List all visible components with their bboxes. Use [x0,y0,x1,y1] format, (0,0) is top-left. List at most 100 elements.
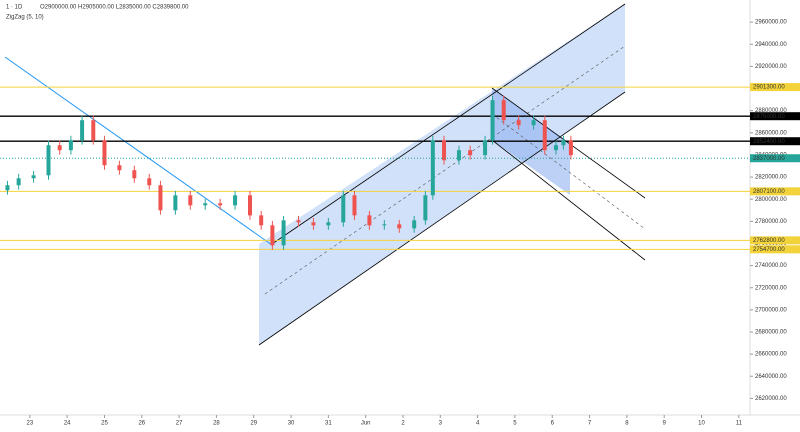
candle-body [46,145,51,176]
x-tick-label: 25 [101,421,108,427]
x-tick-label: 23 [27,421,34,427]
candle-body [553,145,558,151]
candle-body [430,140,435,196]
y-tick-label: 2920000.00 [755,64,787,70]
y-tick-label: 2720000.00 [755,285,787,291]
candle-body [311,222,316,226]
last-price-tag [750,154,800,163]
symbol-title: 1 · 1D [6,5,23,11]
channel-mid [491,113,646,230]
candle-body [490,100,495,141]
level-label: 2754700.00 [753,247,785,253]
level-tag [750,112,800,121]
candle-body [281,220,286,246]
y-tick-label: 2800000.00 [755,197,787,203]
candle-body [188,195,193,206]
x-tick-label: 27 [176,421,183,427]
level-tag [750,83,800,92]
level-label: 2901300.00 [753,85,785,91]
x-tick-label: 24 [64,421,71,427]
candle-body [5,185,10,191]
candle-body [102,140,107,166]
up-channel [259,4,625,345]
x-tick-label: 7 [588,421,592,427]
candle-body [501,100,506,121]
level-tag [750,137,800,146]
x-tick-label: 3 [439,421,443,427]
candle-body [367,215,372,226]
candle-body [233,195,238,206]
x-tick-label: 28 [213,421,220,427]
candle-body [80,120,85,141]
candle-body [248,195,252,216]
level-label: 2762800.00 [753,238,785,244]
candle-body [468,150,473,156]
candle-body [326,222,331,226]
candle-body [397,224,402,229]
candle-body [296,220,301,223]
candle-body [423,195,428,221]
y-tick-label: 2700000.00 [755,307,787,313]
x-tick-label: 26 [138,421,145,427]
x-tick-label: 4 [476,421,480,427]
candle-body [352,195,357,216]
channel-mid [264,45,626,295]
candle-body [158,185,163,211]
level-label: 2807100.00 [753,189,785,195]
ohlc-line: O2900000.00 H2905000.00 L2835000.00 C283… [40,5,189,11]
candle-body [31,175,36,179]
candle-body [132,170,137,179]
x-tick-label: Jun [361,421,371,427]
y-tick-label: 2960000.00 [755,20,787,26]
candle-body [16,178,21,186]
y-tick-label: 2940000.00 [755,42,787,48]
x-tick-label: 11 [736,421,743,427]
last-price-label: 2837000.00 [753,156,785,162]
x-tick-label: 10 [698,421,705,427]
level-tag [750,245,800,254]
candle-body [57,145,62,151]
channel-line [491,87,646,199]
candle-body [341,195,346,223]
y-tick-label: 2780000.00 [755,219,787,225]
x-tick-label: 8 [625,421,629,427]
candle-body [117,165,122,171]
y-tick-label: 2620000.00 [755,396,787,402]
candle-body [270,225,275,246]
y-tick-label: 2660000.00 [755,352,787,358]
x-tick-label: 6 [551,421,555,427]
level-label: 2852400.00 [753,139,785,145]
level-tag [750,236,800,245]
trend-line [4,56,273,246]
candle-body [203,203,208,206]
x-tick-label: 5 [513,421,517,427]
candle-body [173,195,178,211]
x-tick-label: 9 [663,421,667,427]
y-tick-label: 2820000.00 [755,175,787,181]
candle-body [382,224,387,226]
drawings [0,0,800,416]
candle-body [568,140,573,156]
y-tick-label: 2640000.00 [755,374,787,380]
y-tick-label: 2860000.00 [755,130,787,136]
candle-body [259,215,264,226]
candle-body [147,178,152,186]
y-tick-label: 2740000.00 [755,263,787,269]
y-tick-label: 2680000.00 [755,330,787,336]
candle-body [542,120,547,151]
candle-body [456,150,461,161]
channel-line [258,91,626,346]
y-tick-label: 2880000.00 [755,108,787,114]
indicator-label: ZigZag (5, 10) [6,15,44,21]
candle-body [531,120,536,126]
x-tick-label: 31 [325,421,332,427]
candle-body [442,140,447,161]
candle-body [412,220,417,229]
x-tick-label: 29 [250,421,257,427]
x-tick-label: 2 [401,421,405,427]
candle-body [68,140,73,151]
candle-body [91,120,96,141]
candle-body [516,120,521,126]
level-tag [750,187,800,196]
